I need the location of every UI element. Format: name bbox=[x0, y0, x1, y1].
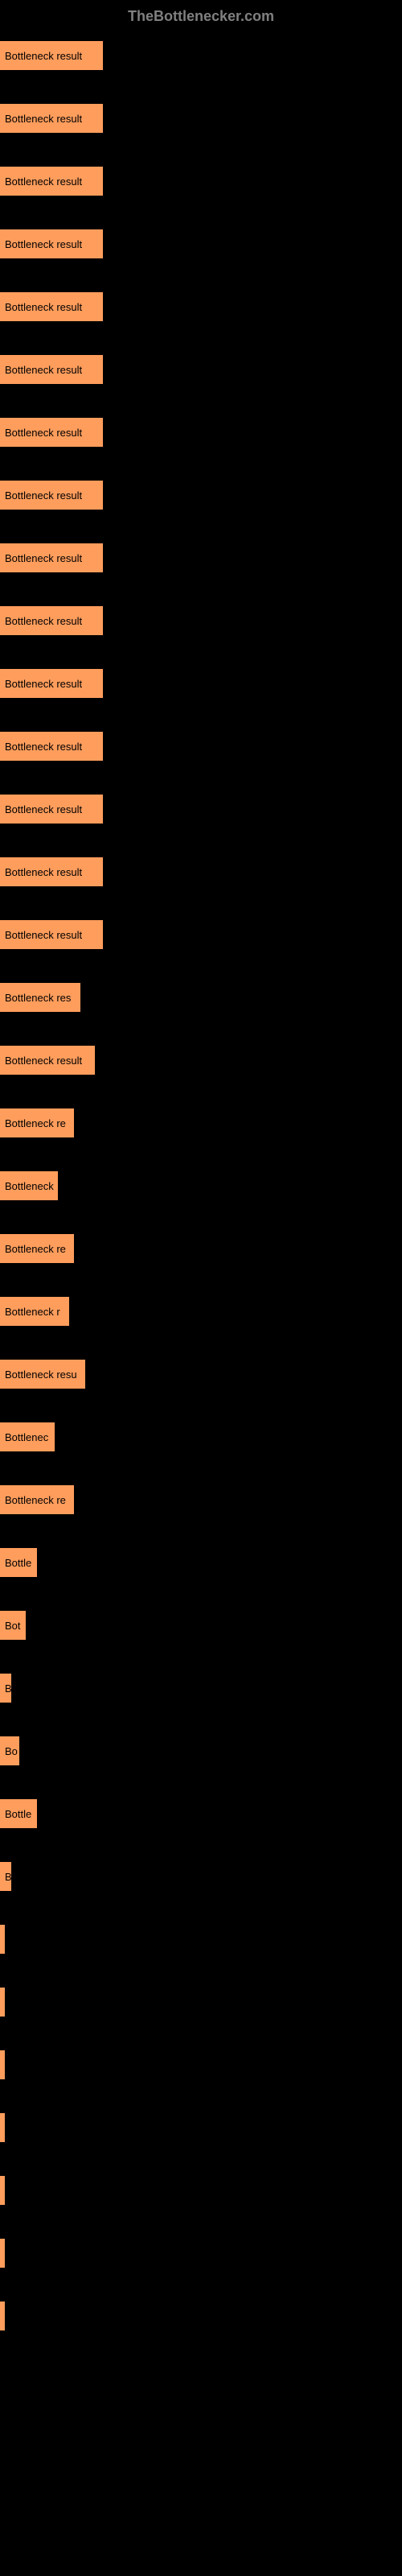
bar-row: Bottleneck bbox=[0, 1171, 402, 1200]
bar-row: Bottleneck resu bbox=[0, 1360, 402, 1389]
chart-bar: Bottleneck result bbox=[0, 1046, 95, 1075]
chart-bar: Bottleneck re bbox=[0, 1485, 74, 1514]
chart-bar: Bottleneck r bbox=[0, 1297, 69, 1326]
bar-row: Bottleneck result bbox=[0, 1046, 402, 1075]
bar-row bbox=[0, 2176, 402, 2205]
bar-row: Bottle bbox=[0, 1548, 402, 1577]
bar-row: Bottle bbox=[0, 1799, 402, 1828]
bar-row bbox=[0, 1925, 402, 1954]
chart-bar: Bottleneck re bbox=[0, 1234, 74, 1263]
chart-bar: Bottleneck result bbox=[0, 732, 103, 761]
chart-bar: Bottleneck result bbox=[0, 418, 103, 447]
bar-row: Bottleneck re bbox=[0, 1485, 402, 1514]
chart-bar bbox=[0, 2239, 5, 2268]
chart-bar bbox=[0, 1925, 5, 1954]
bar-row: Bottleneck re bbox=[0, 1108, 402, 1137]
chart-bar bbox=[0, 2113, 5, 2142]
chart-bar: Bot bbox=[0, 1611, 26, 1640]
bar-row: Bottleneck result bbox=[0, 41, 402, 70]
chart-bar: B bbox=[0, 1862, 11, 1891]
chart-bar: Bottleneck result bbox=[0, 920, 103, 949]
chart-bar bbox=[0, 2301, 5, 2330]
bar-row: Bottleneck result bbox=[0, 355, 402, 384]
chart-bar bbox=[0, 1988, 5, 2017]
chart-bar: Bottleneck result bbox=[0, 669, 103, 698]
chart-bar: Bottleneck result bbox=[0, 857, 103, 886]
bar-row: Bottleneck result bbox=[0, 920, 402, 949]
chart-bar: Bo bbox=[0, 1736, 19, 1765]
bar-row: Bottleneck result bbox=[0, 732, 402, 761]
chart-bar: Bottleneck re bbox=[0, 1108, 74, 1137]
bar-row: Bottleneck result bbox=[0, 543, 402, 572]
chart-bar: Bottleneck result bbox=[0, 481, 103, 510]
chart-bar: Bottle bbox=[0, 1799, 37, 1828]
chart-bar: Bottleneck res bbox=[0, 983, 80, 1012]
chart-bar: Bottleneck result bbox=[0, 543, 103, 572]
bar-row: Bottleneck res bbox=[0, 983, 402, 1012]
bar-row: Bottleneck re bbox=[0, 1234, 402, 1263]
chart-bar: Bottleneck result bbox=[0, 292, 103, 321]
bar-row bbox=[0, 2239, 402, 2268]
chart-bar: Bottleneck result bbox=[0, 104, 103, 133]
bar-row bbox=[0, 2113, 402, 2142]
bar-row: Bottleneck result bbox=[0, 229, 402, 258]
chart-bar bbox=[0, 2176, 5, 2205]
bar-row: Bottleneck result bbox=[0, 857, 402, 886]
chart-bar: Bottleneck result bbox=[0, 41, 103, 70]
chart-bar: Bottleneck result bbox=[0, 167, 103, 196]
chart-bar: Bottleneck result bbox=[0, 795, 103, 824]
chart-bar: Bottleneck result bbox=[0, 606, 103, 635]
bar-row: Bottleneck result bbox=[0, 606, 402, 635]
bar-row bbox=[0, 1988, 402, 2017]
bar-row: Bottleneck result bbox=[0, 104, 402, 133]
bar-row: Bottleneck r bbox=[0, 1297, 402, 1326]
chart-bar: Bottle bbox=[0, 1548, 37, 1577]
bar-row: Bottleneck result bbox=[0, 292, 402, 321]
bar-row: Bot bbox=[0, 1611, 402, 1640]
bar-row: Bottleneck result bbox=[0, 167, 402, 196]
bar-row: B bbox=[0, 1674, 402, 1703]
site-title: TheBottlenecker.com bbox=[0, 0, 402, 33]
bar-row: Bottleneck result bbox=[0, 669, 402, 698]
bar-row: B bbox=[0, 1862, 402, 1891]
bar-row: Bottleneck result bbox=[0, 795, 402, 824]
bar-row: Bottleneck result bbox=[0, 481, 402, 510]
chart-bar: Bottleneck resu bbox=[0, 1360, 85, 1389]
chart-bar: Bottlenec bbox=[0, 1422, 55, 1451]
bar-row: Bo bbox=[0, 1736, 402, 1765]
chart-bar: Bottleneck result bbox=[0, 355, 103, 384]
chart-bar: B bbox=[0, 1674, 11, 1703]
chart-bar: Bottleneck bbox=[0, 1171, 58, 1200]
bar-row bbox=[0, 2301, 402, 2330]
chart-bar bbox=[0, 2050, 5, 2079]
bar-row: Bottlenec bbox=[0, 1422, 402, 1451]
bar-row bbox=[0, 2050, 402, 2079]
bar-chart: Bottleneck result Bottleneck result Bottle… bbox=[0, 33, 402, 2372]
bar-row: Bottleneck result bbox=[0, 418, 402, 447]
chart-bar: Bottleneck result bbox=[0, 229, 103, 258]
